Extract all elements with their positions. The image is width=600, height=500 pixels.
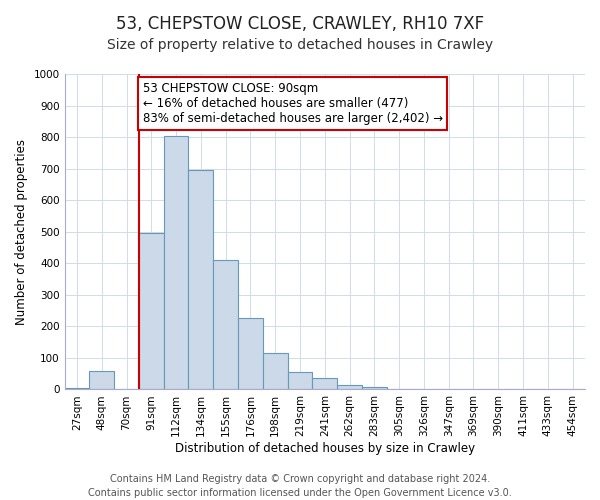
Bar [164, 136, 188, 390]
X-axis label: Distribution of detached houses by size in Crawley: Distribution of detached houses by size … [175, 442, 475, 455]
Bar [188, 170, 213, 390]
Text: 53 CHEPSTOW CLOSE: 90sqm
← 16% of detached houses are smaller (477)
83% of semi-: 53 CHEPSTOW CLOSE: 90sqm ← 16% of detach… [143, 82, 443, 125]
Bar [337, 384, 362, 390]
Bar [263, 353, 287, 390]
Bar [65, 388, 89, 390]
Bar [387, 388, 412, 390]
Bar [139, 234, 164, 390]
Text: 53, CHEPSTOW CLOSE, CRAWLEY, RH10 7XF: 53, CHEPSTOW CLOSE, CRAWLEY, RH10 7XF [116, 15, 484, 33]
Bar [89, 371, 114, 390]
Text: Contains HM Land Registry data © Crown copyright and database right 2024.
Contai: Contains HM Land Registry data © Crown c… [88, 474, 512, 498]
Bar [238, 318, 263, 390]
Bar [412, 389, 436, 390]
Bar [362, 387, 387, 390]
Text: Size of property relative to detached houses in Crawley: Size of property relative to detached ho… [107, 38, 493, 52]
Y-axis label: Number of detached properties: Number of detached properties [15, 138, 28, 324]
Bar [213, 260, 238, 390]
Bar [114, 388, 139, 390]
Bar [313, 378, 337, 390]
Bar [287, 372, 313, 390]
